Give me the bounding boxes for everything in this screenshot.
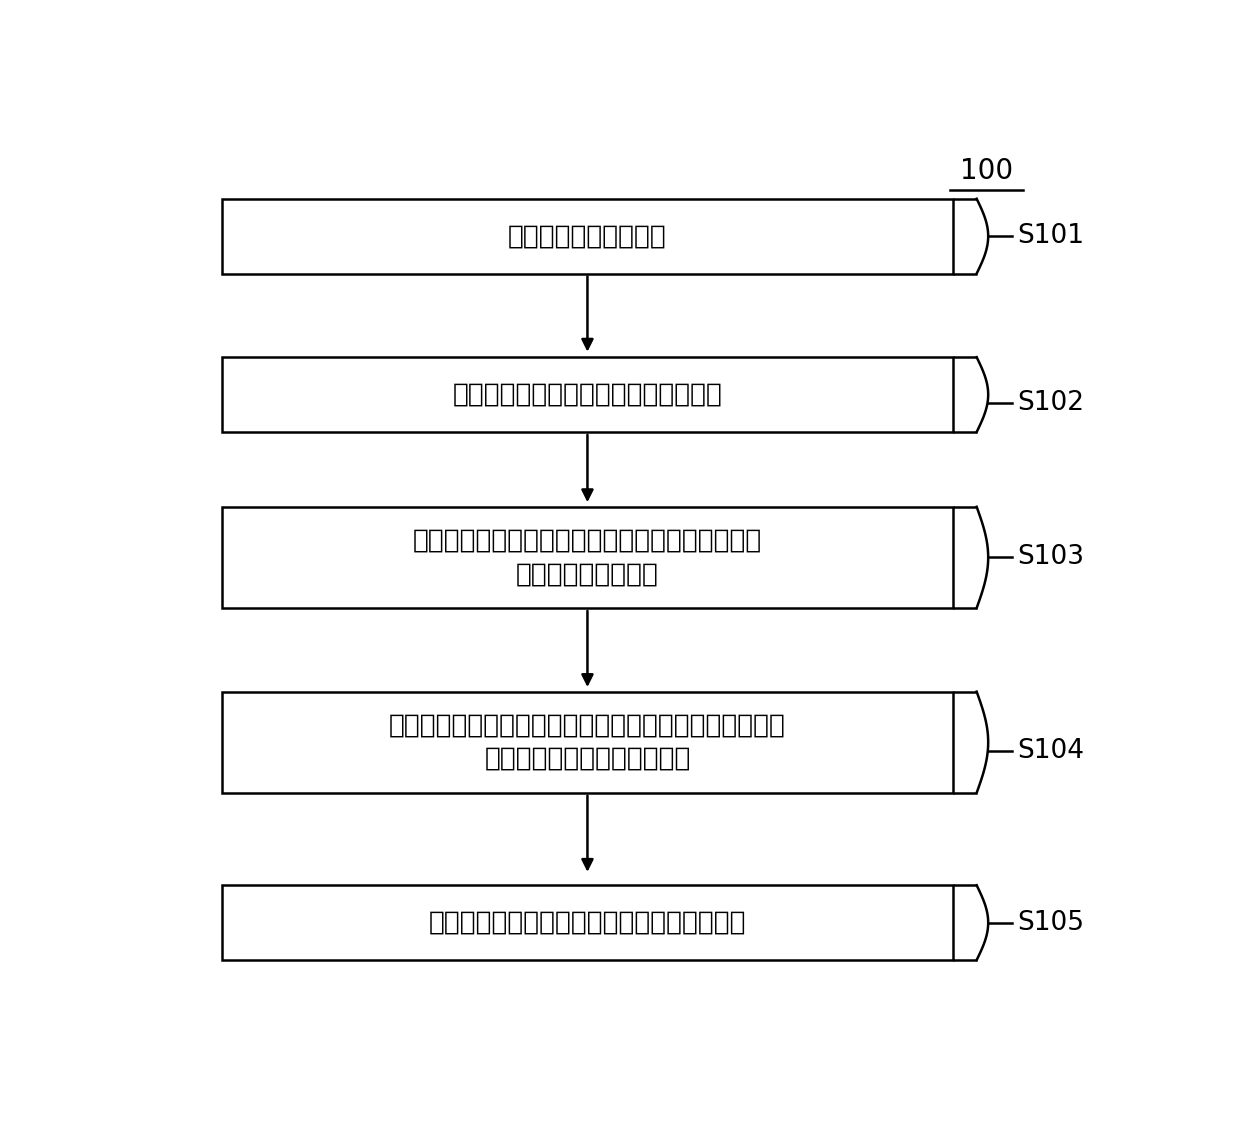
Text: 获取所述第一图像测试信号的显示参数: 获取所述第一图像测试信号的显示参数 [453,382,723,408]
Text: S104: S104 [1017,738,1084,764]
Text: 图像的第一显示参数: 图像的第一显示参数 [516,561,658,588]
Bar [222,357,952,432]
Text: 100: 100 [960,157,1013,185]
Text: 获取显示器基于第一图像测试信号输出的至少两帧: 获取显示器基于第一图像测试信号输出的至少两帧 [413,528,763,553]
Text: S105: S105 [1017,910,1084,936]
Bar [222,199,952,273]
Text: 比较显示参数以及第一显示参数确定显示器的显示图像是: 比较显示参数以及第一显示参数确定显示器的显示图像是 [389,712,786,738]
Bar [222,506,952,608]
Bar [222,885,952,960]
Text: S101: S101 [1017,223,1084,249]
Text: 输入第一图像测试信号: 输入第一图像测试信号 [508,223,667,249]
Text: 否与第一图像测试信号相匹配: 否与第一图像测试信号相匹配 [485,746,691,772]
Text: S103: S103 [1017,544,1084,570]
Bar [222,692,952,793]
Text: S102: S102 [1017,391,1084,416]
Text: 基于匹配结果确定显示器的显示是否发生异常: 基于匹配结果确定显示器的显示是否发生异常 [429,910,746,936]
